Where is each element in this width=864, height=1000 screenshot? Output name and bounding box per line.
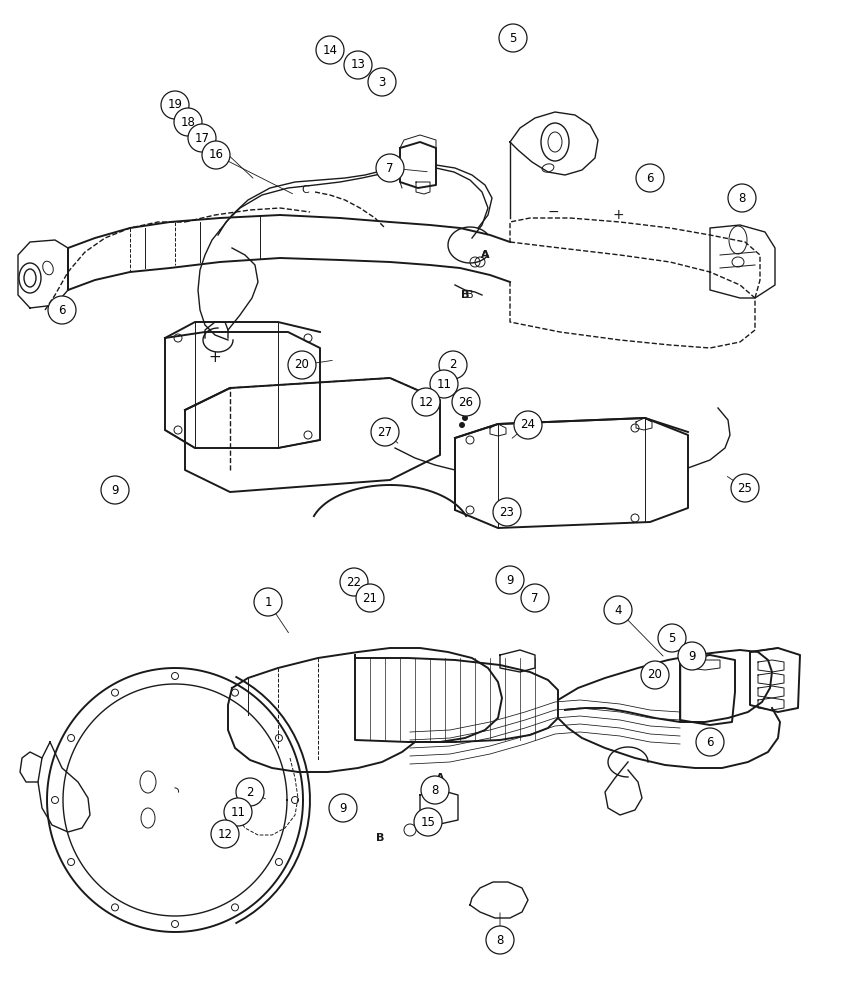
Circle shape xyxy=(658,624,686,652)
Text: 15: 15 xyxy=(421,816,435,828)
Text: 2: 2 xyxy=(449,359,457,371)
Circle shape xyxy=(728,184,756,212)
Text: 1: 1 xyxy=(264,595,272,608)
Text: 18: 18 xyxy=(181,115,195,128)
Circle shape xyxy=(636,164,664,192)
Text: 20: 20 xyxy=(647,668,663,682)
Text: 8: 8 xyxy=(739,192,746,205)
Circle shape xyxy=(356,584,384,612)
Text: +: + xyxy=(613,208,624,222)
Circle shape xyxy=(48,296,76,324)
Text: 11: 11 xyxy=(231,806,245,818)
Circle shape xyxy=(412,388,440,416)
Text: 20: 20 xyxy=(295,359,309,371)
Circle shape xyxy=(496,566,524,594)
Text: 23: 23 xyxy=(499,506,514,518)
Circle shape xyxy=(379,425,385,431)
Text: −: − xyxy=(547,205,559,219)
Text: 19: 19 xyxy=(168,99,182,111)
Circle shape xyxy=(439,351,467,379)
Text: 17: 17 xyxy=(194,131,209,144)
Text: 7: 7 xyxy=(531,591,539,604)
Text: 9: 9 xyxy=(689,650,696,662)
Circle shape xyxy=(421,776,449,804)
Circle shape xyxy=(236,778,264,806)
Text: 5: 5 xyxy=(669,632,676,645)
Text: 8: 8 xyxy=(431,784,439,796)
Circle shape xyxy=(499,24,527,52)
Text: 26: 26 xyxy=(459,395,473,408)
Text: 6: 6 xyxy=(58,304,66,316)
Text: 5: 5 xyxy=(509,31,517,44)
Circle shape xyxy=(641,661,669,689)
Circle shape xyxy=(514,411,542,439)
Circle shape xyxy=(211,820,239,848)
Circle shape xyxy=(493,498,521,526)
Text: 9: 9 xyxy=(340,802,346,814)
Text: 14: 14 xyxy=(322,43,338,56)
Text: A: A xyxy=(480,250,489,260)
Text: 2: 2 xyxy=(246,786,254,798)
Text: 12: 12 xyxy=(418,395,434,408)
Text: 4: 4 xyxy=(614,603,622,616)
Circle shape xyxy=(459,422,465,428)
Circle shape xyxy=(521,584,549,612)
Circle shape xyxy=(452,388,480,416)
Text: 6: 6 xyxy=(646,172,654,184)
Text: 13: 13 xyxy=(351,58,365,72)
Text: B: B xyxy=(376,833,384,843)
Circle shape xyxy=(371,418,399,446)
Text: 24: 24 xyxy=(520,418,536,432)
Circle shape xyxy=(316,36,344,64)
Circle shape xyxy=(385,432,391,438)
Circle shape xyxy=(344,51,372,79)
Text: 22: 22 xyxy=(346,576,361,588)
Text: 16: 16 xyxy=(208,148,224,161)
Text: 9: 9 xyxy=(111,484,118,496)
Text: 8: 8 xyxy=(496,934,504,946)
Circle shape xyxy=(414,808,442,836)
Circle shape xyxy=(486,926,514,954)
Circle shape xyxy=(696,728,724,756)
Circle shape xyxy=(430,370,458,398)
Text: B: B xyxy=(467,290,473,300)
Text: 3: 3 xyxy=(378,76,385,89)
Circle shape xyxy=(188,124,216,152)
Text: 11: 11 xyxy=(436,377,452,390)
Circle shape xyxy=(376,154,404,182)
Circle shape xyxy=(604,596,632,624)
Circle shape xyxy=(678,642,706,670)
Text: B: B xyxy=(461,290,469,300)
Circle shape xyxy=(174,108,202,136)
Text: 25: 25 xyxy=(738,482,753,494)
Circle shape xyxy=(329,794,357,822)
Text: C: C xyxy=(302,185,308,195)
Circle shape xyxy=(161,91,189,119)
Text: 9: 9 xyxy=(506,574,514,586)
Text: 6: 6 xyxy=(706,736,714,748)
Circle shape xyxy=(368,68,396,96)
Circle shape xyxy=(288,351,316,379)
Circle shape xyxy=(731,474,759,502)
Circle shape xyxy=(254,588,282,616)
Circle shape xyxy=(340,568,368,596)
Text: 7: 7 xyxy=(386,161,394,174)
Text: 21: 21 xyxy=(363,591,378,604)
Text: A: A xyxy=(435,773,444,783)
Circle shape xyxy=(224,798,252,826)
Circle shape xyxy=(101,476,129,504)
Text: +: + xyxy=(208,351,221,365)
Circle shape xyxy=(202,141,230,169)
Text: A: A xyxy=(481,250,489,260)
Text: 27: 27 xyxy=(378,426,392,438)
Circle shape xyxy=(462,415,468,421)
Text: 12: 12 xyxy=(218,828,232,840)
